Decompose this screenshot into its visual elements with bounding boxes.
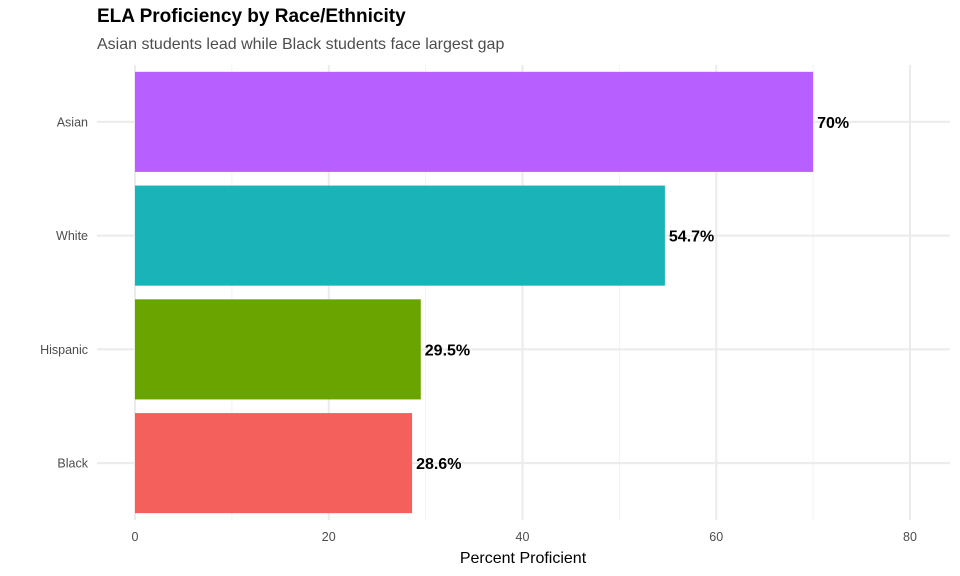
y-tick-label: Black: [57, 457, 88, 471]
x-axis-ticks: 0 20 40 60 80: [132, 530, 917, 544]
y-tick-label: Hispanic: [40, 343, 88, 357]
chart-subtitle: Asian students lead while Black students…: [97, 36, 505, 53]
y-tick-label: Asian: [57, 115, 88, 129]
data-label-white: 54.7%: [669, 229, 714, 246]
data-label-asian: 70%: [817, 115, 849, 132]
data-label-black: 28.6%: [416, 456, 461, 473]
y-tick-label: White: [56, 229, 88, 243]
y-axis-ticks: Asian White Hispanic Black: [40, 115, 89, 470]
bar-hispanic: [135, 299, 421, 400]
data-labels: 70% 54.7% 29.5% 28.6%: [416, 115, 849, 473]
chart-title: ELA Proficiency by Race/Ethnicity: [97, 6, 406, 27]
x-tick-label: 60: [709, 530, 723, 544]
bar-white: [135, 185, 665, 286]
x-tick-label: 0: [132, 530, 139, 544]
bar-black: [135, 413, 413, 514]
bars: [135, 71, 814, 514]
bar-asian: [135, 71, 814, 172]
x-tick-label: 40: [516, 530, 530, 544]
x-tick-label: 80: [903, 530, 917, 544]
data-label-hispanic: 29.5%: [425, 342, 470, 359]
x-tick-label: 20: [322, 530, 336, 544]
x-axis-title: Percent Proficient: [460, 550, 587, 567]
